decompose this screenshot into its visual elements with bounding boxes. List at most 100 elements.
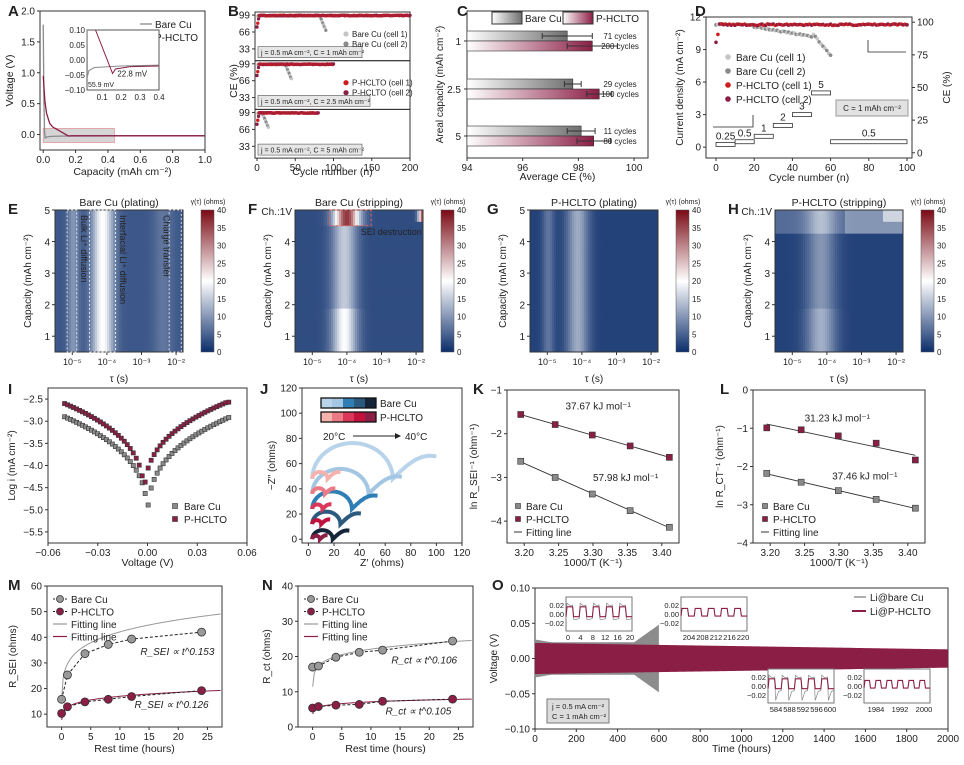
step-label: 2 (780, 112, 786, 123)
heat-cell (61, 210, 64, 215)
legend-label: Bare Cu (155, 20, 192, 31)
legend-label: Bare Cu (cell 1) (736, 53, 805, 64)
heat-cell (63, 292, 66, 298)
heat-cell (63, 308, 66, 314)
bare-point (815, 36, 820, 41)
condition-label: j = 0.5 mA cm⁻², C = 1 mAh cm⁻² (260, 50, 365, 57)
colorbar (200, 209, 215, 353)
current-step (811, 90, 832, 96)
heat-cell (59, 241, 62, 246)
x-tick-label: 94 (461, 163, 473, 174)
heat-cell (59, 324, 62, 329)
region-annotation: Interfacial Li⁺ diffusion (118, 215, 128, 304)
axes-frame (39, 10, 206, 151)
y-tick-label: 99 (239, 11, 251, 22)
heat-cell (61, 265, 64, 270)
bar-annotation: 11 cycles (604, 127, 637, 136)
hclto-point (716, 32, 720, 37)
x-axis-label: Capacity (mAh cm⁻²) (73, 166, 171, 178)
heat-cell (59, 245, 62, 250)
inset-y-tick-label: −0.10 (65, 86, 86, 95)
legend-label: P-HCLTO (cell 2) (352, 89, 413, 98)
heat-cell (59, 261, 62, 266)
hclto-point (255, 122, 259, 126)
y-axis-label: CE (%) (228, 64, 240, 98)
heat-cell (63, 257, 66, 262)
colorbar-tick-label: 0 (217, 348, 222, 357)
heat-cell (55, 257, 58, 262)
heat-cell (59, 288, 62, 294)
heat-cell (63, 284, 66, 290)
heat-cell (59, 269, 62, 274)
heat-cell (55, 265, 58, 270)
y-tick-label: 5 (44, 206, 50, 217)
heat-cell (59, 304, 62, 310)
x-tick-label: 10⁻² (167, 357, 185, 367)
inset-y-tick-label: 0.10 (69, 26, 85, 35)
heat-cell (57, 324, 60, 329)
x-tick-label: 98 (573, 163, 585, 174)
heat-cell (59, 277, 62, 282)
x-tick-label: 0.2 (69, 155, 83, 166)
x-tick-label: 10⁻⁵ (63, 357, 82, 367)
heat-cell (61, 304, 64, 310)
heat-cell (63, 324, 66, 329)
x-axis-label: Cycle number (n) (769, 172, 850, 184)
step-label: 1 (761, 123, 767, 134)
colorbar-tick-label: 35 (217, 224, 226, 233)
heat-cell (63, 265, 66, 270)
heat-cell (61, 233, 64, 239)
heat-cell (61, 213, 64, 219)
inset-x-tick-label: 0.2 (116, 93, 128, 102)
colorbar-tick-label: 30 (217, 242, 226, 251)
heat-cell (57, 284, 60, 290)
heat-cell (63, 296, 66, 302)
heat-cell (59, 213, 62, 219)
legend-marker (725, 96, 731, 102)
x-tick-label: 96 (517, 163, 529, 174)
heat-cell (55, 277, 58, 282)
region-annotation: Charge transfer (162, 215, 172, 278)
x-axis-label: τ (s) (110, 374, 128, 385)
axes-frame (254, 108, 411, 159)
heat-cell (55, 217, 58, 223)
current-step (772, 123, 793, 128)
y-tick-label: 2.5 (447, 85, 461, 96)
heat-cell (57, 229, 60, 235)
hclto-point (256, 21, 260, 25)
legend-marker (343, 80, 349, 86)
heat-cell (63, 304, 66, 310)
hclto-point (256, 17, 261, 21)
y-tick-label: 2.0 (21, 7, 35, 18)
y-tick-label: 66 (239, 27, 251, 38)
y-tick-label: 99 (239, 59, 251, 70)
heat-cell (55, 292, 58, 298)
heat-cell (61, 284, 64, 290)
heat-cell (55, 249, 58, 254)
heat-cell (55, 340, 58, 345)
x-tick-label: 50 (290, 163, 302, 174)
annotation-box (835, 99, 909, 117)
y-tick-label: 6 (695, 78, 701, 89)
hclto-point (408, 13, 412, 18)
heat-cell (57, 265, 60, 270)
bare-point (324, 28, 328, 32)
panel-label-c: C (457, 3, 468, 20)
heat-cell (61, 312, 64, 317)
heat-cell (59, 340, 62, 345)
heat-cell (57, 249, 60, 254)
heat-cell (57, 316, 60, 321)
hclto-point (256, 118, 260, 122)
legend-label: P-HCLTO (cell 1) (352, 79, 413, 88)
heat-cell (59, 281, 62, 286)
legend-swatch (562, 11, 594, 25)
legend-marker (725, 82, 731, 88)
heat-cell (63, 213, 66, 219)
y-tick-label: 9 (695, 45, 701, 56)
arrow-right (867, 40, 906, 53)
x-tick-label: 80 (863, 163, 875, 174)
y-axis-label: Voltage (V) (4, 55, 16, 107)
hclto-point (331, 62, 336, 66)
y2-axis-label: CE (%) (942, 71, 953, 103)
